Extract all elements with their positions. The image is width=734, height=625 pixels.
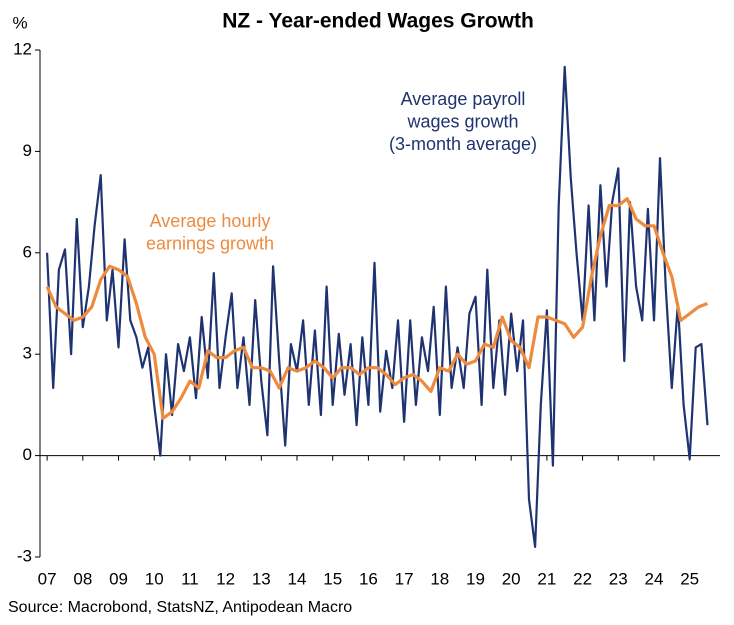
y-tick-label: 9 [23,141,32,160]
annotation: Average payroll [401,89,526,109]
series-line [46,65,709,548]
y-tick-label: 0 [23,445,32,464]
x-tick-label: 12 [216,569,235,588]
y-tick-label: 12 [13,39,32,58]
x-tick-label: 07 [38,569,57,588]
annotation: wages growth [406,111,518,131]
x-tick-label: 19 [466,569,485,588]
annotation: Average hourly [150,211,271,231]
x-tick-label: 09 [109,569,128,588]
y-axis-label: % [12,13,27,32]
x-tick-label: 10 [145,569,164,588]
x-tick-label: 15 [323,569,342,588]
x-tick-label: 21 [537,569,556,588]
y-tick-label: 3 [23,344,32,363]
annotation: (3-month average) [389,134,537,154]
x-tick-label: 20 [502,569,521,588]
x-tick-label: 18 [430,569,449,588]
source: Source: Macrobond, StatsNZ, Antipodean M… [8,599,352,616]
x-tick-label: 24 [645,569,664,588]
x-tick-label: 11 [181,569,199,588]
x-tick-label: 25 [680,569,699,588]
x-tick-label: 23 [609,569,628,588]
x-tick-label: 14 [288,569,307,588]
x-tick-label: 17 [395,569,414,588]
x-tick-label: 22 [573,569,592,588]
x-tick-label: 08 [73,569,92,588]
y-tick-label: -3 [17,546,32,565]
series-line [45,197,709,420]
annotation: earnings growth [146,233,274,253]
y-tick-label: 6 [23,242,32,261]
chart-title: NZ - Year-ended Wages Growth [222,10,534,33]
x-tick-label: 13 [252,569,271,588]
x-tick-label: 16 [359,569,378,588]
